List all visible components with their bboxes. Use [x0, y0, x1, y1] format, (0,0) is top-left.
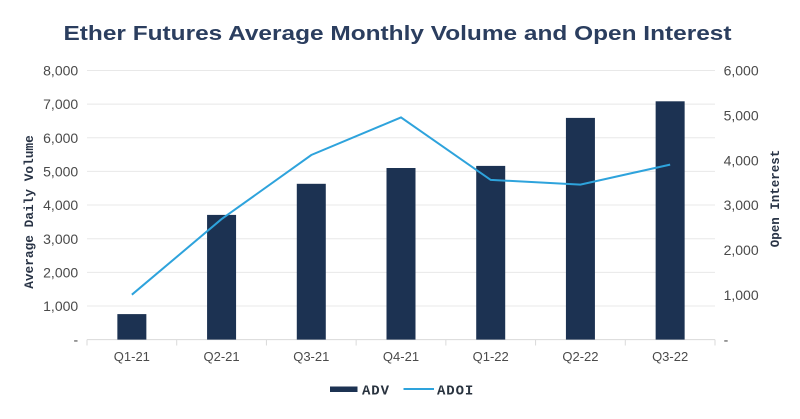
svg-text:Q3-22: Q3-22 [652, 349, 688, 364]
svg-text:6,000: 6,000 [724, 63, 759, 79]
svg-text:1,000: 1,000 [724, 287, 759, 303]
svg-text:Q1-22: Q1-22 [473, 349, 509, 364]
svg-text:Q4-21: Q4-21 [383, 349, 419, 364]
svg-text:7,000: 7,000 [43, 96, 78, 112]
svg-text:4,000: 4,000 [43, 197, 78, 213]
svg-text:ADOI: ADOI [437, 383, 474, 399]
svg-text:-: - [74, 332, 79, 348]
svg-text:2,000: 2,000 [724, 242, 759, 258]
svg-text:5,000: 5,000 [43, 164, 78, 180]
svg-text:ADV: ADV [362, 383, 390, 399]
svg-text:3,000: 3,000 [724, 197, 759, 213]
svg-text:3,000: 3,000 [43, 231, 78, 247]
svg-text:4,000: 4,000 [724, 152, 759, 168]
svg-text:5,000: 5,000 [724, 107, 759, 123]
svg-text:Ether Futures Average Monthly: Ether Futures Average Monthly Volume and… [64, 23, 732, 45]
svg-text:6,000: 6,000 [43, 130, 78, 146]
svg-text:Q1-21: Q1-21 [114, 349, 150, 364]
svg-text:Average Daily Volume: Average Daily Volume [22, 135, 37, 289]
svg-text:2,000: 2,000 [43, 264, 78, 280]
svg-text:8,000: 8,000 [43, 63, 78, 79]
svg-text:-: - [724, 332, 729, 348]
svg-text:Open Interest: Open Interest [769, 150, 783, 248]
svg-text:Q3-21: Q3-21 [293, 349, 329, 364]
svg-text:1,000: 1,000 [43, 298, 78, 314]
svg-text:Q2-22: Q2-22 [562, 349, 598, 364]
svg-text:Q2-21: Q2-21 [203, 349, 239, 364]
